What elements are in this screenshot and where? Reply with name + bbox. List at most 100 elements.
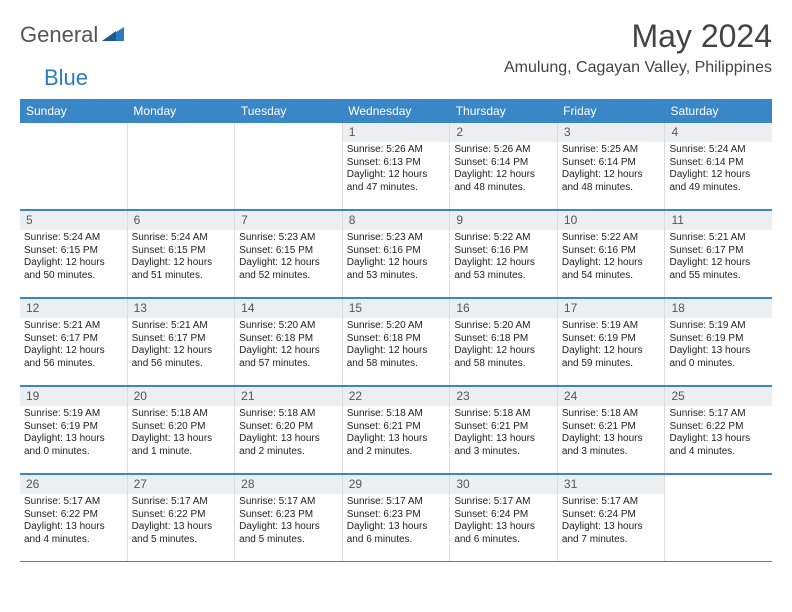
daylight-text: Daylight: 13 hours and 2 minutes. bbox=[239, 433, 338, 458]
day-body: Sunrise: 5:20 AMSunset: 6:18 PMDaylight:… bbox=[450, 318, 557, 372]
day-body: Sunrise: 5:20 AMSunset: 6:18 PMDaylight:… bbox=[235, 318, 342, 372]
sunset-text: Sunset: 6:18 PM bbox=[239, 333, 338, 346]
sunset-text: Sunset: 6:23 PM bbox=[347, 509, 446, 522]
sunset-text: Sunset: 6:22 PM bbox=[132, 509, 231, 522]
day-number: 5 bbox=[20, 211, 127, 230]
day-number: 7 bbox=[235, 211, 342, 230]
sunset-text: Sunset: 6:16 PM bbox=[454, 245, 553, 258]
calendar: Sunday Monday Tuesday Wednesday Thursday… bbox=[20, 99, 772, 562]
sunset-text: Sunset: 6:19 PM bbox=[24, 421, 123, 434]
day-number: 12 bbox=[20, 299, 127, 318]
sunrise-text: Sunrise: 5:17 AM bbox=[454, 496, 553, 509]
daylight-text: Daylight: 12 hours and 55 minutes. bbox=[669, 257, 768, 282]
day-cell: 30Sunrise: 5:17 AMSunset: 6:24 PMDayligh… bbox=[450, 475, 558, 561]
daylight-text: Daylight: 13 hours and 0 minutes. bbox=[669, 345, 768, 370]
sunrise-text: Sunrise: 5:21 AM bbox=[24, 320, 123, 333]
day-cell: 25Sunrise: 5:17 AMSunset: 6:22 PMDayligh… bbox=[665, 387, 772, 473]
sunrise-text: Sunrise: 5:19 AM bbox=[562, 320, 661, 333]
day-cell: 17Sunrise: 5:19 AMSunset: 6:19 PMDayligh… bbox=[558, 299, 666, 385]
sunset-text: Sunset: 6:17 PM bbox=[132, 333, 231, 346]
day-body: Sunrise: 5:21 AMSunset: 6:17 PMDaylight:… bbox=[20, 318, 127, 372]
day-number: 8 bbox=[343, 211, 450, 230]
brand-part2: Blue bbox=[44, 65, 88, 91]
daylight-text: Daylight: 13 hours and 1 minute. bbox=[132, 433, 231, 458]
sunrise-text: Sunrise: 5:17 AM bbox=[239, 496, 338, 509]
day-body: Sunrise: 5:25 AMSunset: 6:14 PMDaylight:… bbox=[558, 142, 665, 196]
daylight-text: Daylight: 13 hours and 5 minutes. bbox=[239, 521, 338, 546]
daylight-text: Daylight: 12 hours and 57 minutes. bbox=[239, 345, 338, 370]
day-cell: 20Sunrise: 5:18 AMSunset: 6:20 PMDayligh… bbox=[128, 387, 236, 473]
sunrise-text: Sunrise: 5:18 AM bbox=[347, 408, 446, 421]
day-number: 29 bbox=[343, 475, 450, 494]
sunset-text: Sunset: 6:20 PM bbox=[132, 421, 231, 434]
sunset-text: Sunset: 6:22 PM bbox=[24, 509, 123, 522]
day-cell bbox=[20, 123, 128, 209]
daylight-text: Daylight: 12 hours and 54 minutes. bbox=[562, 257, 661, 282]
sunset-text: Sunset: 6:18 PM bbox=[454, 333, 553, 346]
day-cell: 31Sunrise: 5:17 AMSunset: 6:24 PMDayligh… bbox=[558, 475, 666, 561]
day-cell: 4Sunrise: 5:24 AMSunset: 6:14 PMDaylight… bbox=[665, 123, 772, 209]
day-number: 30 bbox=[450, 475, 557, 494]
daylight-text: Daylight: 12 hours and 52 minutes. bbox=[239, 257, 338, 282]
month-title: May 2024 bbox=[504, 18, 772, 55]
day-cell: 19Sunrise: 5:19 AMSunset: 6:19 PMDayligh… bbox=[20, 387, 128, 473]
title-block: May 2024 Amulung, Cagayan Valley, Philip… bbox=[504, 18, 772, 77]
day-body: Sunrise: 5:22 AMSunset: 6:16 PMDaylight:… bbox=[450, 230, 557, 284]
week-row: 19Sunrise: 5:19 AMSunset: 6:19 PMDayligh… bbox=[20, 385, 772, 473]
day-cell: 16Sunrise: 5:20 AMSunset: 6:18 PMDayligh… bbox=[450, 299, 558, 385]
day-cell: 28Sunrise: 5:17 AMSunset: 6:23 PMDayligh… bbox=[235, 475, 343, 561]
day-number: 23 bbox=[450, 387, 557, 406]
day-body: Sunrise: 5:24 AMSunset: 6:14 PMDaylight:… bbox=[665, 142, 772, 196]
day-cell: 13Sunrise: 5:21 AMSunset: 6:17 PMDayligh… bbox=[128, 299, 236, 385]
day-cell: 3Sunrise: 5:25 AMSunset: 6:14 PMDaylight… bbox=[558, 123, 666, 209]
day-number: 16 bbox=[450, 299, 557, 318]
day-body: Sunrise: 5:26 AMSunset: 6:14 PMDaylight:… bbox=[450, 142, 557, 196]
sunset-text: Sunset: 6:21 PM bbox=[347, 421, 446, 434]
day-cell: 11Sunrise: 5:21 AMSunset: 6:17 PMDayligh… bbox=[665, 211, 772, 297]
day-number: 15 bbox=[343, 299, 450, 318]
day-body: Sunrise: 5:21 AMSunset: 6:17 PMDaylight:… bbox=[128, 318, 235, 372]
daylight-text: Daylight: 12 hours and 56 minutes. bbox=[132, 345, 231, 370]
daylight-text: Daylight: 12 hours and 53 minutes. bbox=[454, 257, 553, 282]
day-of-week-header: Sunday Monday Tuesday Wednesday Thursday… bbox=[20, 99, 772, 123]
daylight-text: Daylight: 13 hours and 3 minutes. bbox=[454, 433, 553, 458]
daylight-text: Daylight: 12 hours and 51 minutes. bbox=[132, 257, 231, 282]
day-body: Sunrise: 5:17 AMSunset: 6:23 PMDaylight:… bbox=[235, 494, 342, 548]
sunrise-text: Sunrise: 5:26 AM bbox=[454, 144, 553, 157]
dow-friday: Friday bbox=[557, 99, 664, 123]
day-cell: 9Sunrise: 5:22 AMSunset: 6:16 PMDaylight… bbox=[450, 211, 558, 297]
sunset-text: Sunset: 6:21 PM bbox=[562, 421, 661, 434]
day-cell: 26Sunrise: 5:17 AMSunset: 6:22 PMDayligh… bbox=[20, 475, 128, 561]
day-body: Sunrise: 5:17 AMSunset: 6:23 PMDaylight:… bbox=[343, 494, 450, 548]
day-cell bbox=[665, 475, 772, 561]
day-number: 17 bbox=[558, 299, 665, 318]
daylight-text: Daylight: 12 hours and 56 minutes. bbox=[24, 345, 123, 370]
sunrise-text: Sunrise: 5:17 AM bbox=[669, 408, 768, 421]
day-number: 2 bbox=[450, 123, 557, 142]
dow-sunday: Sunday bbox=[20, 99, 127, 123]
sunset-text: Sunset: 6:13 PM bbox=[347, 157, 446, 170]
daylight-text: Daylight: 13 hours and 0 minutes. bbox=[24, 433, 123, 458]
day-body: Sunrise: 5:22 AMSunset: 6:16 PMDaylight:… bbox=[558, 230, 665, 284]
day-cell: 6Sunrise: 5:24 AMSunset: 6:15 PMDaylight… bbox=[128, 211, 236, 297]
day-body: Sunrise: 5:20 AMSunset: 6:18 PMDaylight:… bbox=[343, 318, 450, 372]
sunrise-text: Sunrise: 5:24 AM bbox=[132, 232, 231, 245]
day-number: 9 bbox=[450, 211, 557, 230]
day-cell: 14Sunrise: 5:20 AMSunset: 6:18 PMDayligh… bbox=[235, 299, 343, 385]
daylight-text: Daylight: 12 hours and 49 minutes. bbox=[669, 169, 768, 194]
day-number: 26 bbox=[20, 475, 127, 494]
week-row: 5Sunrise: 5:24 AMSunset: 6:15 PMDaylight… bbox=[20, 209, 772, 297]
day-body: Sunrise: 5:18 AMSunset: 6:21 PMDaylight:… bbox=[558, 406, 665, 460]
day-body: Sunrise: 5:19 AMSunset: 6:19 PMDaylight:… bbox=[558, 318, 665, 372]
day-cell bbox=[128, 123, 236, 209]
day-body: Sunrise: 5:18 AMSunset: 6:20 PMDaylight:… bbox=[128, 406, 235, 460]
dow-monday: Monday bbox=[127, 99, 234, 123]
daylight-text: Daylight: 13 hours and 4 minutes. bbox=[24, 521, 123, 546]
day-number: 24 bbox=[558, 387, 665, 406]
daylight-text: Daylight: 12 hours and 53 minutes. bbox=[347, 257, 446, 282]
sunrise-text: Sunrise: 5:18 AM bbox=[239, 408, 338, 421]
day-number: 27 bbox=[128, 475, 235, 494]
daylight-text: Daylight: 13 hours and 7 minutes. bbox=[562, 521, 661, 546]
sunset-text: Sunset: 6:14 PM bbox=[669, 157, 768, 170]
day-number: 25 bbox=[665, 387, 772, 406]
